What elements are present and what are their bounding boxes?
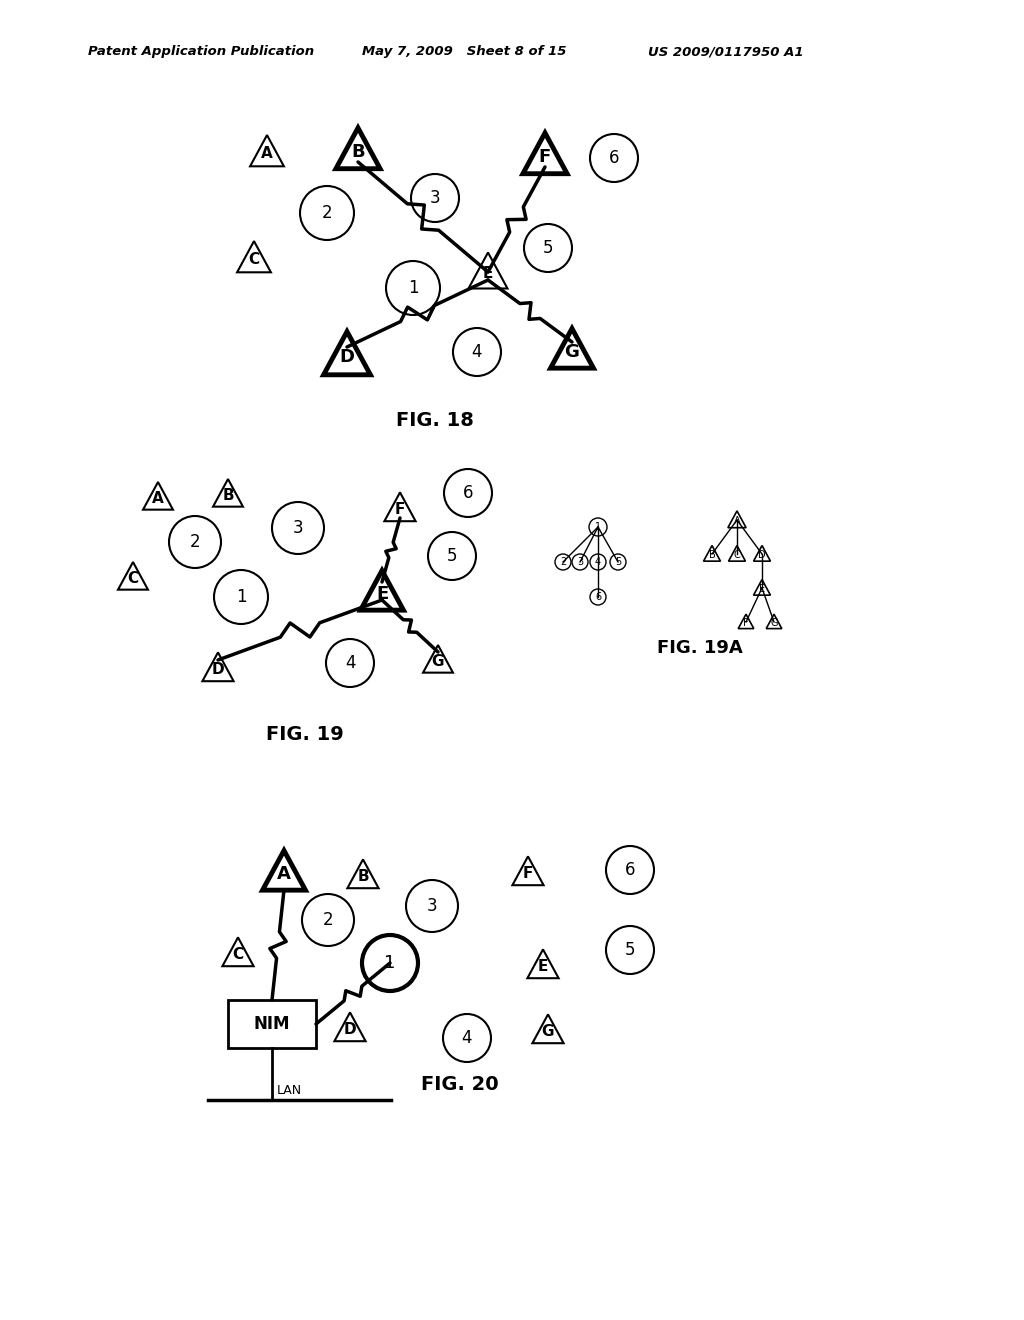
Text: 3: 3 <box>430 189 440 207</box>
Text: G: G <box>564 343 580 360</box>
Text: A: A <box>153 491 164 506</box>
Text: F: F <box>523 866 534 880</box>
Text: 2: 2 <box>189 533 201 550</box>
Text: 2: 2 <box>560 557 566 568</box>
Text: FIG. 19: FIG. 19 <box>266 726 344 744</box>
Text: 1: 1 <box>236 587 247 606</box>
Text: A: A <box>733 516 740 525</box>
Text: 2: 2 <box>323 911 334 929</box>
Text: 2: 2 <box>322 205 333 222</box>
Text: E: E <box>482 267 494 281</box>
Text: G: G <box>432 653 444 669</box>
Text: FIG. 18: FIG. 18 <box>396 411 474 429</box>
Text: G: G <box>770 618 778 627</box>
Text: F: F <box>743 618 749 627</box>
Text: C: C <box>249 252 259 267</box>
Text: LAN: LAN <box>278 1084 302 1097</box>
Text: 3: 3 <box>427 898 437 915</box>
Text: 4: 4 <box>595 557 601 568</box>
Text: D: D <box>212 661 224 677</box>
Text: 5: 5 <box>614 557 622 568</box>
Text: B: B <box>357 869 369 883</box>
Text: US 2009/0117950 A1: US 2009/0117950 A1 <box>648 45 804 58</box>
Text: D: D <box>758 549 766 560</box>
Text: E: E <box>376 585 388 603</box>
Text: F: F <box>539 148 551 166</box>
Text: E: E <box>538 958 548 974</box>
Text: C: C <box>733 549 740 560</box>
Text: D: D <box>344 1022 356 1036</box>
Text: 4: 4 <box>462 1030 472 1047</box>
Text: 1: 1 <box>595 521 601 532</box>
Text: FIG. 19A: FIG. 19A <box>657 639 742 657</box>
Text: C: C <box>127 570 138 586</box>
Text: FIG. 20: FIG. 20 <box>421 1076 499 1094</box>
Text: 6: 6 <box>595 591 601 602</box>
Text: 1: 1 <box>384 954 395 972</box>
Text: 5: 5 <box>446 546 458 565</box>
Text: F: F <box>395 502 406 516</box>
Text: D: D <box>340 347 354 366</box>
Text: B: B <box>351 143 365 161</box>
Text: May 7, 2009   Sheet 8 of 15: May 7, 2009 Sheet 8 of 15 <box>362 45 566 58</box>
Text: 3: 3 <box>293 519 303 537</box>
Text: 5: 5 <box>543 239 553 257</box>
Text: 6: 6 <box>608 149 620 168</box>
Bar <box>228 1001 316 1048</box>
Text: 5: 5 <box>625 941 635 960</box>
Text: B: B <box>709 549 716 560</box>
Text: C: C <box>232 946 244 962</box>
Text: 6: 6 <box>463 484 473 502</box>
Text: G: G <box>542 1024 554 1039</box>
Text: 4: 4 <box>472 343 482 360</box>
Text: B: B <box>222 487 233 503</box>
Text: A: A <box>278 865 291 883</box>
Text: 4: 4 <box>345 653 355 672</box>
Text: A: A <box>261 145 272 161</box>
Text: 1: 1 <box>408 279 419 297</box>
Text: Patent Application Publication: Patent Application Publication <box>88 45 314 58</box>
Text: E: E <box>759 583 765 594</box>
Text: 6: 6 <box>625 861 635 879</box>
Text: 3: 3 <box>577 557 583 568</box>
Text: NIM: NIM <box>254 1015 290 1034</box>
